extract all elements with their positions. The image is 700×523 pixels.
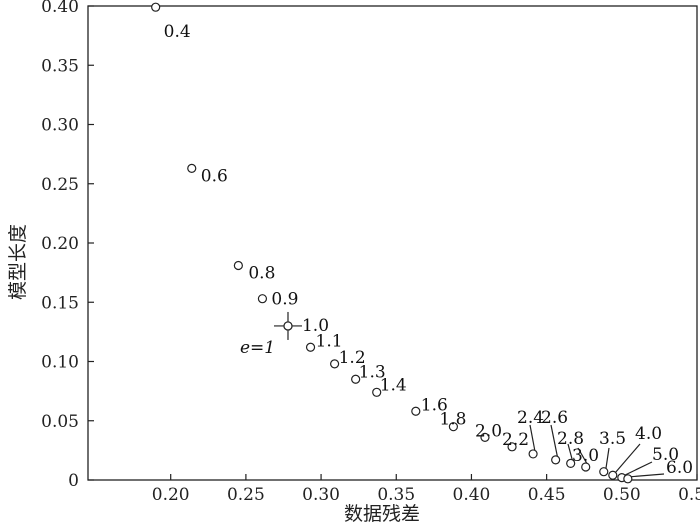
leader-line [529, 424, 536, 453]
x-tick-label: 0.40 [453, 485, 491, 505]
y-tick-label: 0.10 [41, 353, 79, 373]
point-label: 2.0 [475, 421, 502, 441]
y-tick-label: 0.35 [41, 56, 79, 76]
x-axis-ticks: 0.20 0.25 0.30 0.35 0.40 0.45 0.50 0.55 [152, 474, 700, 505]
point-label: 1.6 [421, 395, 448, 415]
y-tick-label: 0.20 [41, 234, 79, 254]
x-tick-label: 0.20 [152, 485, 190, 505]
point-label: 0.6 [201, 166, 228, 186]
data-point [257, 294, 268, 304]
point-label: 2.4 [517, 408, 544, 428]
data-point [305, 342, 316, 352]
data-point [551, 455, 561, 465]
point-label: 2.6 [541, 408, 568, 428]
highlight-marker: e=1 [240, 311, 302, 358]
leader-line [550, 424, 559, 458]
data-point [528, 449, 538, 459]
y-tick-label: 0.30 [41, 116, 79, 136]
point-label: 1.1 [316, 331, 343, 351]
y-tick-label: 0.25 [41, 175, 79, 195]
data-point [599, 467, 609, 477]
data-point [507, 442, 517, 452]
data-point [480, 432, 490, 442]
point-label: 0.4 [164, 22, 191, 42]
y-tick-label: 0.05 [41, 412, 79, 432]
data-point [448, 422, 458, 432]
data-point [372, 387, 382, 397]
x-tick-label: 0.55 [678, 485, 700, 505]
y-axis-ticks: 0 0.05 0.10 0.15 0.20 0.25 0.30 0.35 0.40 [41, 0, 94, 491]
x-tick-label: 0.30 [302, 485, 340, 505]
leader-line [567, 443, 574, 462]
highlight-point [283, 321, 293, 331]
data-point [608, 470, 618, 480]
point-label: 3.0 [572, 446, 599, 466]
leader-line [629, 473, 665, 478]
data-point [187, 163, 197, 173]
data-point [623, 474, 633, 484]
point-label: 3.5 [599, 429, 626, 449]
x-axis-label: 数据残差 [344, 503, 420, 523]
x-tick-label: 0.35 [377, 485, 415, 505]
data-point [233, 260, 243, 271]
point-label: 2.8 [557, 429, 584, 449]
y-tick-label: 0.15 [41, 293, 79, 313]
point-label: 0.8 [248, 264, 275, 284]
data-point [411, 406, 421, 416]
leader-line [605, 447, 610, 470]
x-tick-label: 0.45 [528, 485, 566, 505]
y-tick-label: 0.40 [41, 0, 79, 17]
point-label: 1.8 [439, 410, 466, 430]
point-label: 6.0 [666, 458, 693, 478]
data-point [351, 374, 361, 384]
leader-line [614, 443, 641, 474]
point-label: 1.2 [339, 348, 366, 368]
point-labels: 0.40.60.80.91.01.11.21.31.41.61.82.0 2.22… [164, 22, 693, 478]
leader-line [577, 447, 589, 466]
point-label: 2.2 [502, 430, 529, 450]
data-point [581, 462, 591, 472]
y-tick-label: 0 [68, 471, 79, 491]
leader-line [623, 461, 653, 477]
data-point [566, 458, 576, 469]
point-label: 1.4 [380, 375, 407, 395]
x-tick-label: 0.50 [603, 485, 641, 505]
point-label: 1.0 [302, 316, 329, 336]
y-axis-label: 模型长度 [7, 224, 29, 300]
data-point [151, 2, 161, 12]
point-label: 1.3 [359, 362, 386, 382]
x-tick-label: 0.25 [227, 485, 265, 505]
point-label: 4.0 [635, 424, 662, 444]
point-label: 0.9 [271, 290, 298, 310]
point-label: 5.0 [652, 445, 679, 465]
highlight-label: e=1 [240, 338, 275, 358]
data-point [330, 359, 340, 369]
leader-lines [529, 424, 665, 478]
plot-frame [87, 5, 698, 481]
